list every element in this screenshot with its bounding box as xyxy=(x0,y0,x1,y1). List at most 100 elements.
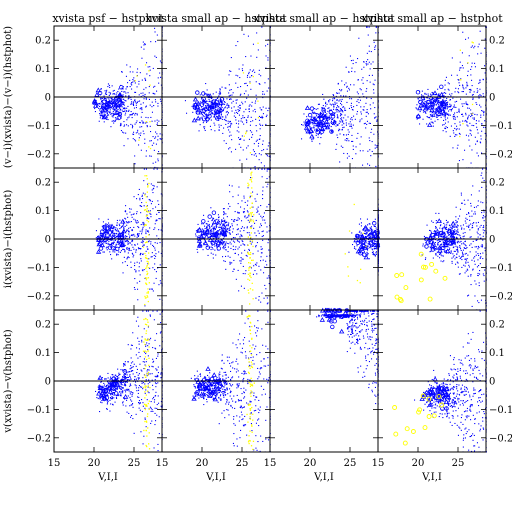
blue-point xyxy=(319,120,321,122)
blue-point xyxy=(141,57,143,59)
blue-point xyxy=(229,191,231,193)
blue-point xyxy=(221,106,223,108)
blue-point xyxy=(255,100,257,102)
blue-point xyxy=(144,193,146,195)
blue-point xyxy=(119,228,121,230)
blue-point xyxy=(108,225,110,227)
blue-point xyxy=(454,106,456,108)
blue-point xyxy=(246,210,248,212)
blue-point xyxy=(309,127,311,129)
yellow-point xyxy=(252,75,254,78)
blue-point xyxy=(369,164,371,166)
yellow-point xyxy=(148,70,150,72)
blue-point xyxy=(484,47,486,49)
blue-point xyxy=(119,112,121,114)
blue-point xyxy=(203,126,205,128)
blue-point xyxy=(468,107,470,109)
blue-point xyxy=(131,244,133,246)
blue-point xyxy=(246,204,248,206)
blue-point xyxy=(421,94,423,96)
blue-point xyxy=(210,119,212,121)
blue-point xyxy=(226,107,228,109)
blue-point xyxy=(112,230,114,232)
blue-point xyxy=(328,107,330,109)
blue-point xyxy=(341,108,343,110)
blue-point xyxy=(144,43,146,45)
blue-point xyxy=(228,228,230,230)
blue-point xyxy=(262,113,264,115)
blue-point xyxy=(330,130,332,132)
blue-point xyxy=(123,102,125,104)
blue-point xyxy=(432,92,434,94)
blue-point xyxy=(205,223,207,225)
yellow-point xyxy=(245,132,247,135)
blue-point xyxy=(416,104,418,106)
blue-point xyxy=(140,241,142,243)
blue-point xyxy=(370,235,372,237)
blue-point xyxy=(258,265,260,267)
yellow-point xyxy=(362,232,364,235)
blue-point xyxy=(427,95,429,97)
blue-point xyxy=(137,131,139,133)
blue-point xyxy=(126,213,128,215)
blue-point xyxy=(144,138,146,140)
blue-point xyxy=(140,149,142,151)
blue-point xyxy=(266,154,268,156)
blue-point xyxy=(345,82,347,84)
blue-marker xyxy=(199,102,205,107)
blue-point xyxy=(362,82,364,84)
blue-point xyxy=(341,129,343,131)
blue-point xyxy=(206,103,208,105)
blue-point xyxy=(444,106,446,108)
blue-point xyxy=(437,106,439,108)
blue-point xyxy=(240,93,242,95)
blue-point xyxy=(426,101,428,103)
blue-point xyxy=(146,230,148,232)
blue-point xyxy=(262,230,264,232)
yellow-point xyxy=(146,211,148,213)
blue-point xyxy=(153,168,155,170)
blue-point xyxy=(140,258,142,260)
blue-point xyxy=(261,248,263,250)
blue-point xyxy=(137,233,139,235)
blue-point xyxy=(115,243,117,245)
blue-point xyxy=(482,110,484,112)
blue-point xyxy=(222,229,224,231)
blue-point xyxy=(239,109,241,111)
blue-point xyxy=(252,149,254,151)
blue-point xyxy=(235,148,237,150)
blue-point xyxy=(248,215,250,217)
blue-point xyxy=(205,235,207,237)
blue-point xyxy=(362,251,364,253)
blue-point xyxy=(100,114,102,116)
blue-point xyxy=(120,122,122,124)
blue-point xyxy=(223,101,225,103)
blue-point xyxy=(363,66,365,68)
blue-point xyxy=(107,119,109,121)
blue-point xyxy=(366,232,368,234)
blue-point xyxy=(159,298,161,300)
blue-point xyxy=(360,225,362,227)
blue-point xyxy=(312,131,314,133)
blue-point xyxy=(263,149,265,151)
blue-point xyxy=(103,227,105,229)
blue-point xyxy=(326,115,328,117)
blue-point xyxy=(424,101,426,103)
blue-point xyxy=(345,109,347,111)
blue-point xyxy=(255,264,257,266)
blue-point xyxy=(100,105,102,107)
blue-point xyxy=(462,120,464,122)
blue-point xyxy=(106,236,108,238)
blue-point xyxy=(351,117,353,119)
blue-point xyxy=(132,102,134,104)
blue-marker xyxy=(213,230,220,236)
blue-point xyxy=(242,70,244,72)
blue-point xyxy=(266,303,268,305)
blue-point xyxy=(134,269,136,271)
blue-point xyxy=(229,226,231,228)
blue-point xyxy=(117,101,119,103)
blue-point xyxy=(252,191,254,193)
blue-point xyxy=(143,122,145,124)
blue-point xyxy=(119,105,121,107)
blue-point xyxy=(450,109,452,111)
